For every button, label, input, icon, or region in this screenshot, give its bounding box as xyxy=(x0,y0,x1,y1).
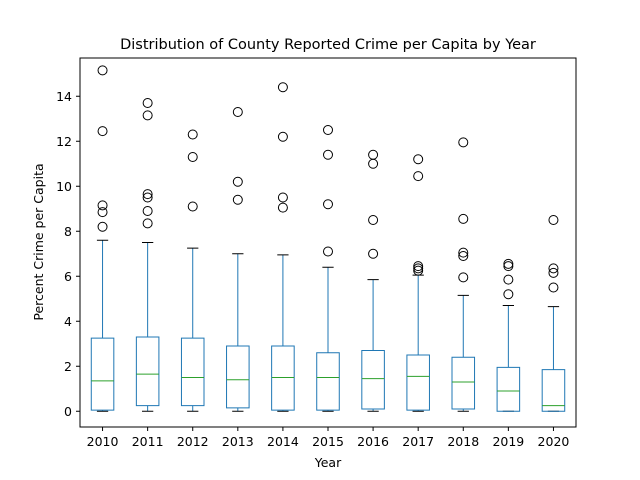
outlier-point xyxy=(503,274,514,285)
iqr-box xyxy=(496,366,521,412)
x-tick-label: 2016 xyxy=(357,434,389,449)
outlier-point xyxy=(548,215,559,225)
outlier-point xyxy=(187,129,198,140)
box-2013 xyxy=(226,107,250,412)
outlier-point xyxy=(323,199,333,210)
outlier-point xyxy=(277,202,288,213)
outlier-point xyxy=(97,221,108,232)
outlier-point xyxy=(368,149,379,160)
x-tick-label: 2015 xyxy=(312,434,344,449)
outlier-point xyxy=(458,247,469,258)
y-tick-label: 12 xyxy=(56,134,72,149)
x-tick-label: 2018 xyxy=(447,434,479,449)
y-tick-label: 14 xyxy=(56,89,72,104)
y-tick-label: 0 xyxy=(64,404,72,419)
box-2016 xyxy=(361,149,385,412)
y-tick-label: 10 xyxy=(56,179,72,194)
x-axis: 2010 2011 2012 2013 2014 2015 2016 2017 2018 2019… xyxy=(87,427,570,449)
iqr-box xyxy=(90,337,115,411)
x-tick-label: 2019 xyxy=(492,434,524,449)
iqr-box xyxy=(361,350,385,410)
outlier-point xyxy=(142,206,153,216)
outlier-point xyxy=(277,131,288,142)
outlier-point xyxy=(232,176,243,187)
x-tick-label: 2012 xyxy=(177,434,209,449)
outlier-point xyxy=(458,251,469,261)
outlier-point xyxy=(368,215,379,225)
iqr-box xyxy=(135,336,160,407)
outlier-point xyxy=(97,126,108,137)
outlier-point xyxy=(142,189,153,200)
outlier-point xyxy=(368,248,379,259)
outlier-point xyxy=(548,263,559,274)
outlier-point xyxy=(232,194,243,205)
outlier-point xyxy=(503,261,514,272)
outlier-point xyxy=(323,125,333,135)
outlier-point xyxy=(413,265,424,276)
iqr-box xyxy=(541,369,566,412)
outlier-point xyxy=(142,218,153,229)
outlier-point xyxy=(97,200,108,211)
outlier-point xyxy=(97,207,108,218)
outlier-point xyxy=(187,201,198,212)
outlier-point xyxy=(413,171,424,182)
y-tick-label: 8 xyxy=(64,224,72,239)
box-2019 xyxy=(496,258,521,412)
outlier-point xyxy=(458,137,469,148)
iqr-box xyxy=(271,345,295,411)
x-tick-label: 2014 xyxy=(267,434,299,449)
iqr-box xyxy=(226,345,250,409)
y-tick-label: 6 xyxy=(64,269,72,284)
box-2012 xyxy=(180,129,205,412)
box-2014 xyxy=(271,82,295,412)
box-2020 xyxy=(541,215,566,412)
x-tick-label: 2017 xyxy=(402,434,434,449)
outlier-point xyxy=(142,98,153,108)
box-2010 xyxy=(90,65,115,412)
outlier-point xyxy=(142,110,153,121)
outlier-point xyxy=(323,149,333,160)
outlier-point xyxy=(458,213,469,224)
outlier-point xyxy=(503,258,514,269)
y-tick-label: 2 xyxy=(64,359,72,374)
x-tick-label: 2013 xyxy=(222,434,254,449)
plot-marks xyxy=(90,65,566,412)
x-axis-label: Year xyxy=(314,455,342,470)
outlier-point xyxy=(413,261,424,272)
outlier-point xyxy=(277,82,288,93)
plot-area xyxy=(80,58,576,427)
box-2011 xyxy=(135,98,160,412)
outlier-point xyxy=(277,192,288,203)
x-tick-label: 2011 xyxy=(132,434,164,449)
x-tick-label: 2010 xyxy=(87,434,119,449)
box-2018 xyxy=(451,137,476,412)
outlier-point xyxy=(97,65,108,76)
y-axis: 0 2 4 6 8 10 12 14 xyxy=(56,89,80,419)
outlier-point xyxy=(503,289,514,300)
outlier-point xyxy=(413,154,424,165)
outlier-point xyxy=(458,272,469,283)
outlier-point xyxy=(548,282,559,293)
outlier-point xyxy=(323,246,333,257)
y-axis-label: Percent Crime per Capita xyxy=(31,163,46,320)
iqr-box xyxy=(406,354,430,411)
iqr-box xyxy=(180,337,205,407)
outlier-point xyxy=(413,263,424,274)
box-2015 xyxy=(316,125,340,412)
outlier-point xyxy=(548,267,559,278)
y-tick-label: 4 xyxy=(64,314,72,329)
box-2017 xyxy=(406,154,430,412)
outlier-point xyxy=(142,192,153,203)
outlier-point xyxy=(232,107,243,117)
outlier-point xyxy=(187,152,198,162)
iqr-box xyxy=(316,352,340,411)
plot-frame xyxy=(79,57,577,428)
chart-title: Distribution of County Reported Crime pe… xyxy=(120,37,536,53)
x-tick-label: 2020 xyxy=(538,434,570,449)
iqr-box xyxy=(451,356,476,410)
